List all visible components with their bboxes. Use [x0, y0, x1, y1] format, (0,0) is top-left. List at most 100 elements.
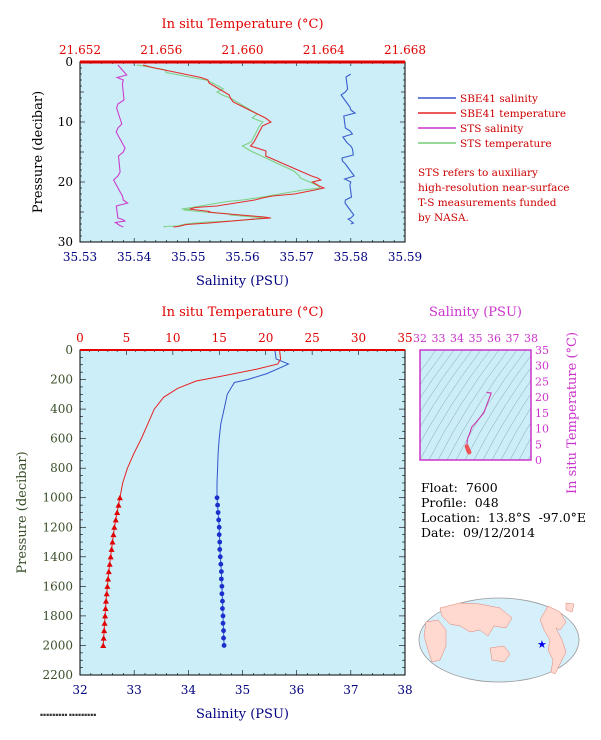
- legend-label: SBE41 temperature: [460, 108, 566, 120]
- top-salinity-tick-label: 35.55: [171, 250, 205, 264]
- deep-pressure-tick-label: 1400: [42, 550, 73, 564]
- ts-deep-marker: [467, 449, 472, 455]
- deep-pressure-tick-label: 1000: [42, 491, 73, 505]
- top-pressure-tick-label: 30: [58, 235, 73, 249]
- float-info-block: Float: 7600 Profile: 048 Location: 13.8°…: [421, 480, 586, 540]
- deep-pressure-tick-label: 2000: [42, 638, 73, 652]
- deep-pressure-tick-label: 600: [50, 432, 73, 446]
- legend: SBE41 salinity SBE41 temperature STS salin…: [418, 93, 566, 150]
- top-series-line-1: [142, 64, 326, 228]
- ts-temperature-axis-title: In situ Temperature (°C): [565, 332, 580, 494]
- deep-temperature-marker: [100, 642, 107, 648]
- deep-pressure-tick-label: 1200: [42, 520, 73, 534]
- ts-temperature-tick-label: 25: [535, 375, 549, 388]
- deep-temperature-marker: [103, 590, 110, 597]
- top-series-line-0: [340, 73, 357, 225]
- deep-profile-chart: 0 5 10 15 20 25 30 35 32 33 34 35 36 37 38 0 200 400 600…: [15, 305, 413, 722]
- deep-temperature-marker: [106, 561, 113, 567]
- deep-temperature-tick-label: 5: [123, 331, 131, 345]
- greenland-landmass: [565, 602, 575, 613]
- deep-pressure-tick-label: 1800: [42, 609, 73, 623]
- ts-salinity-tick-label: 38: [524, 332, 538, 345]
- ts-series-group: [464, 391, 492, 455]
- ts-salinity-tick-label: 33: [432, 332, 446, 345]
- deep-series-group: [100, 350, 290, 648]
- deep-salinity-tick-label: 33: [127, 683, 142, 697]
- deep-salinity-tick-label: 36: [289, 683, 304, 697]
- deep-temperature-marker: [108, 546, 115, 552]
- ts-temperature-tick-label: 10: [535, 423, 549, 436]
- top-temperature-tick-label: 21.664: [303, 43, 345, 57]
- deep-salinity-marker: [221, 643, 227, 648]
- deep-salinity-marker: [214, 495, 220, 501]
- top-pressure-axis-title: Pressure (decibar): [31, 91, 46, 213]
- americas-landmass: [539, 605, 567, 675]
- top-salinity-tick-label: 35.57: [279, 250, 313, 264]
- deep-temperature-marker: [101, 627, 108, 634]
- top-temperature-tick-label: 21.660: [222, 43, 264, 57]
- note-line: STS refers to auxiliary: [418, 167, 538, 179]
- ts-density-contour: [500, 406, 531, 460]
- top-profile-chart: 21.652 21.656 21.660 21.664 21.668 35.53 35.5…: [31, 17, 426, 289]
- ts-density-contour: [420, 350, 482, 444]
- deep-pressure-tick-label: 200: [50, 373, 73, 387]
- ts-density-contour: [491, 393, 531, 460]
- ts-density-contour: [437, 350, 509, 460]
- location: Location: 13.8°S -97.0°E: [421, 510, 587, 525]
- deep-salinity-marker: [218, 569, 224, 574]
- deep-temperature-marker: [115, 502, 122, 508]
- deep-salinity-tick-labels: 32 33 34 35 36 37 38: [72, 683, 412, 697]
- ts-salinity-tick-label: 34: [450, 332, 464, 345]
- deep-temperature-marker: [114, 509, 121, 515]
- note-line: T-S measurements funded: [418, 197, 557, 209]
- deep-pressure-tick-label: 800: [50, 461, 73, 475]
- deep-salinity-marker: [215, 510, 221, 515]
- deep-salinity-marker: [217, 539, 223, 545]
- top-pressure-tick-labels: 0 10 20 30: [58, 55, 73, 249]
- deep-salinity-marker: [216, 524, 222, 530]
- ts-salinity-tick-label: 36: [487, 332, 501, 345]
- ts-salinity-tick-labels: 32 33 34 35 36 37 38: [413, 332, 538, 345]
- deep-salinity-tick-label: 38: [397, 683, 412, 697]
- deep-temperature-marker: [116, 494, 123, 501]
- deep-salinity-marker: [218, 576, 224, 582]
- ts-density-contour: [482, 379, 531, 460]
- ts-density-contour: [464, 354, 531, 460]
- deep-salinity-marker: [219, 583, 225, 589]
- deep-temperature-marker: [110, 531, 117, 538]
- note-line: by NASA.: [418, 212, 469, 224]
- top-pressure-tick-label: 0: [65, 55, 73, 69]
- deep-temperature-marker: [105, 568, 112, 575]
- ts-density-contour: [420, 350, 464, 413]
- top-temperature-tick-label: 21.656: [140, 43, 182, 57]
- ts-density-contour: [518, 437, 531, 460]
- deep-temperature-marker: [109, 539, 116, 545]
- deep-pressure-axis-title: Pressure (decibar): [15, 451, 30, 573]
- deep-temperature-marker: [104, 583, 111, 589]
- deep-temperature-marker: [102, 605, 109, 612]
- deep-temperature-tick-label: 0: [76, 331, 84, 345]
- float-number: Float: 7600: [421, 480, 498, 495]
- top-salinity-tick-label: 35.59: [388, 250, 422, 264]
- ts-density-contours: [420, 350, 531, 460]
- deep-salinity-axis-title: Salinity (PSU): [196, 707, 289, 722]
- top-pressure-tick-label: 10: [58, 115, 73, 129]
- ts-temperature-tick-label: 0: [535, 454, 542, 467]
- ts-density-contour: [509, 421, 531, 460]
- ts-density-contour: [473, 367, 531, 460]
- deep-salinity-marker: [218, 561, 224, 567]
- top-pressure-tick-label: 20: [58, 175, 73, 189]
- deep-temperature-marker: [100, 635, 107, 641]
- deep-salinity-tick-label: 37: [343, 683, 358, 697]
- ts-diagram: 32 33 34 35 36 37 38 0 5 10 15 20 25 30 35 Salinity (…: [413, 305, 580, 494]
- deep-pressure-tick-label: 400: [50, 402, 73, 416]
- top-temperature-tick-labels: 21.652 21.656 21.660 21.664 21.668: [59, 43, 426, 57]
- deep-temperature-marker: [112, 516, 119, 523]
- deep-temperature-marker: [107, 553, 114, 560]
- deep-temperature-marker: [103, 598, 109, 604]
- deep-temperature-tick-label: 10: [165, 331, 180, 345]
- ts-salinity-tick-label: 37: [506, 332, 520, 345]
- ts-temperature-tick-label: 35: [535, 344, 549, 357]
- deep-temperature-tick-labels: 0 5 10 15 20 25 30 35: [76, 331, 412, 345]
